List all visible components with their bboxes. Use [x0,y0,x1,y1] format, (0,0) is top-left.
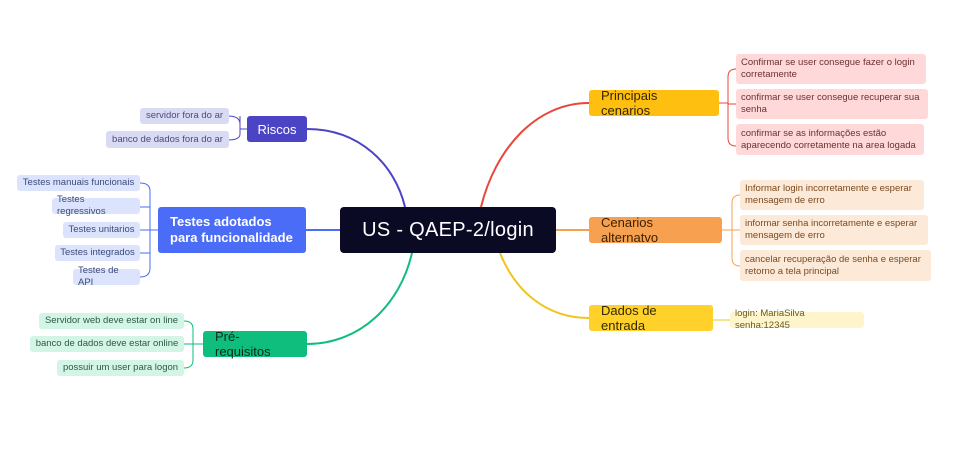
topic-dados-de-entrada[interactable]: Dados de entrada [589,303,713,333]
topic-pre-requisitos[interactable]: Pré-requisitos [203,329,307,359]
pre-item[interactable]: banco de dados deve estar online [30,336,184,352]
risk-item[interactable]: servidor fora do ar [140,108,229,124]
main-scenario-item[interactable]: confirmar se as informações estão aparec… [736,124,924,155]
pre-item[interactable]: possuir um user para logon [57,360,184,376]
alt-scenario-item[interactable]: cancelar recuperação de senha e esperar … [740,250,931,281]
test-item[interactable]: Testes unitarios [63,222,140,238]
topic-testes[interactable]: Testes adotados para funcionalidade [158,207,306,253]
test-item[interactable]: Testes de API [73,265,140,288]
topic-riscos[interactable]: Riscos [247,116,307,142]
central-topic[interactable]: US - QAEP-2/login [340,207,556,253]
alt-scenario-item[interactable]: informar senha incorretamente e esperar … [740,215,928,245]
test-item[interactable]: Testes manuais funcionais [17,175,140,191]
test-item[interactable]: Testes integrados [55,245,140,261]
risk-item[interactable]: banco de dados fora do ar [106,131,229,148]
topic-cenarios-alternativos[interactable]: Cenarios alternatvo [589,215,722,245]
alt-scenario-item[interactable]: Informar login incorretamente e esperar … [740,180,924,210]
test-item[interactable]: Testes regressivos [52,194,140,217]
main-scenario-item[interactable]: confirmar se user consegue recuperar sua… [736,89,928,119]
input-data-item[interactable]: login: MariaSilva senha:12345 [730,308,864,331]
topic-principais-cenarios[interactable]: Principais cenarios [589,88,719,118]
main-scenario-item[interactable]: Confirmar se user consegue fazer o login… [736,54,926,84]
pre-item[interactable]: Servidor web deve estar on line [39,313,184,329]
